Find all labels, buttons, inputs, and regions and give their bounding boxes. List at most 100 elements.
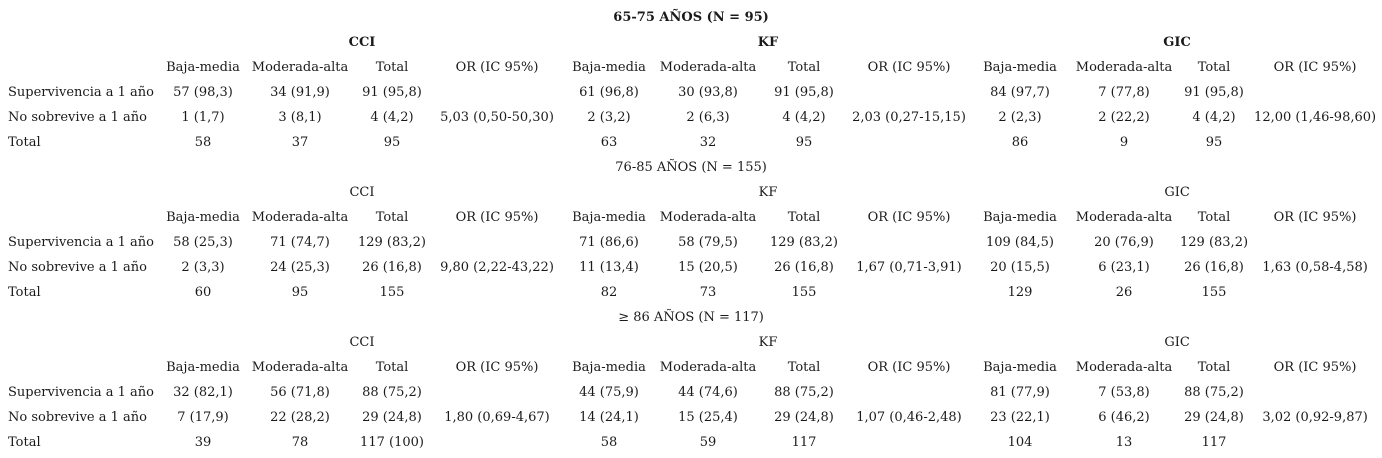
column-header: Total [787,360,821,375]
table-cell: 88 (75,2) [774,385,834,400]
section-title: ≥ 86 AÑOS (N = 117) [618,310,764,325]
table-cell: 71 (86,6) [579,235,639,250]
group-header: GIC [1164,335,1190,350]
table-cell: 20 (76,9) [1094,235,1154,250]
table-cell: 58 [194,135,212,150]
table-cell: 129 (83,2) [1180,235,1249,250]
empty-cell [0,355,160,380]
table-cell: 1,67 (0,71-3,91) [856,260,962,275]
empty-cell [0,180,160,205]
column-header: Baja-media [983,210,1057,225]
table-cell: 88 (75,2) [1184,385,1244,400]
column-header: OR (IC 95%) [455,210,539,225]
group-header-row: CCI KF GIC [0,30,1382,55]
table-cell: 104 [1007,435,1033,450]
group-header-row: CCI KF GIC [0,180,1382,205]
table-cell: 32 [699,135,717,150]
column-header: Baja-media [572,360,646,375]
table-cell: 26 (16,8) [1184,260,1244,275]
table-cell: 57 (98,3) [173,85,233,100]
table-cell [1248,230,1382,255]
column-header: Moderada-alta [251,210,349,225]
table-cell: 81 (77,9) [990,385,1050,400]
table-cell: 129 [1007,285,1033,300]
table-cell: 34 (91,9) [270,85,330,100]
table-row: Total 60 95 155 82 73 155 129 26 155 [0,280,1382,305]
table-cell [846,280,972,305]
table-cell: 4 (4,2) [370,110,414,125]
column-header: Moderada-alta [1075,60,1173,75]
table-cell [430,230,564,255]
column-header: Total [787,60,821,75]
table-cell: 26 [1115,285,1133,300]
row-label: Total [8,285,41,300]
group-header: KF [757,35,779,50]
table-cell: 117 (100) [360,435,424,450]
row-label: No sobrevive a 1 año [8,110,147,125]
table-cell [1248,80,1382,105]
column-header: OR (IC 95%) [1273,60,1357,75]
table-cell: 91 (95,8) [774,85,834,100]
column-header: Moderada-alta [251,360,349,375]
column-header: Total [787,210,821,225]
column-header: Moderada-alta [1075,360,1173,375]
group-header: KF [758,185,778,200]
section-title-row: 76-85 AÑOS (N = 155) [0,155,1382,180]
empty-cell [0,205,160,230]
table-cell: 117 [1201,435,1227,450]
column-header: OR (IC 95%) [455,60,539,75]
section-title: 65-75 AÑOS (N = 95) [613,10,769,25]
column-header: Moderada-alta [659,60,757,75]
table-cell: 22 (28,2) [270,410,330,425]
table-cell [430,430,564,455]
column-header: Baja-media [572,60,646,75]
table-cell [846,380,972,405]
table-cell: 15 (25,4) [678,410,738,425]
table-cell: 1 (1,7) [181,110,225,125]
table-cell [430,80,564,105]
table-cell: 2 (3,3) [181,260,225,275]
empty-cell [0,30,160,55]
table-cell: 155 [1201,285,1227,300]
table-cell: 44 (75,9) [579,385,639,400]
table-cell: 129 (83,2) [357,235,427,250]
table-cell: 58 [600,435,618,450]
column-header: OR (IC 95%) [1273,360,1357,375]
row-label: Total [8,435,41,450]
row-label: No sobrevive a 1 año [8,260,147,275]
table-cell: 2,03 (0,27-15,15) [852,110,966,125]
table-row: Supervivencia a 1 año 58 (25,3) 71 (74,7) 1… [0,230,1382,255]
table-cell [846,230,972,255]
table-cell: 95 [383,135,401,150]
column-header: Baja-media [983,360,1057,375]
table-cell: 7 (53,8) [1098,385,1150,400]
table-cell [846,430,972,455]
table-cell: 6 (46,2) [1098,410,1150,425]
column-header: Moderada-alta [659,360,757,375]
group-header: CCI [349,185,375,200]
table-cell: 9,80 (2,22-43,22) [440,260,554,275]
table-cell [1248,430,1382,455]
column-header: Moderada-alta [1075,210,1173,225]
column-header: Baja-media [166,360,240,375]
table-cell: 155 [791,285,817,300]
column-header: OR (IC 95%) [455,360,539,375]
table-cell: 1,80 (0,69-4,67) [444,410,550,425]
column-header: Baja-media [983,60,1057,75]
column-header: Total [375,60,409,75]
table-cell: 91 (95,8) [1184,85,1244,100]
table-cell: 29 (24,8) [1184,410,1244,425]
table-cell: 24 (25,3) [270,260,330,275]
row-label: Supervivencia a 1 año [8,385,154,400]
table-cell: 58 (25,3) [173,235,233,250]
empty-cell [0,55,160,80]
table-cell: 39 [194,435,212,450]
table-row: No sobrevive a 1 año 1 (1,7) 3 (8,1) 4 (4,2… [0,105,1382,130]
group-header: CCI [349,335,375,350]
table-cell: 26 (16,8) [362,260,422,275]
table-cell: 13 [1115,435,1133,450]
column-header: Baja-media [572,210,646,225]
table-cell: 129 (83,2) [769,235,839,250]
table-cell [1248,130,1382,155]
